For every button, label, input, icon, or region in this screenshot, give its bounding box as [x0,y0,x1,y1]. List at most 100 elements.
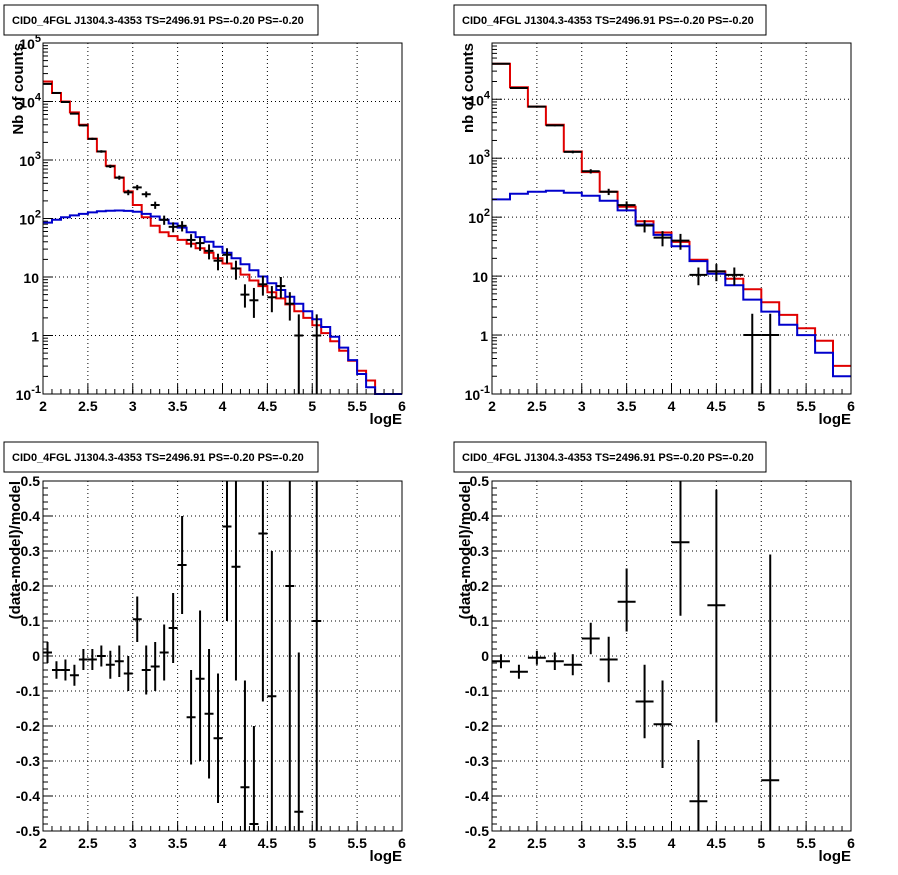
y-tick-label: 0.5 [470,473,490,489]
y-tick-label: 0 [32,648,40,664]
x-tick-label: 6 [398,398,406,414]
data-point [231,260,241,280]
x-tick-label: 2.5 [78,398,98,414]
data-point [581,622,600,655]
gridlines [43,43,402,394]
title-box [3,4,319,36]
plot-frame [491,42,852,395]
y-tick-label: -0.5 [16,823,40,839]
x-tick-label: 3.5 [168,835,188,851]
x-axis-title: logE [370,848,403,865]
x-tick-label: 5.5 [796,398,816,414]
data-point [599,636,618,683]
x-tick-label: 4 [668,398,676,414]
data-point [159,215,169,225]
y-tick-label: 104 [19,92,42,111]
x-tick-label: 2 [39,398,47,414]
data-point [653,231,672,247]
x-tick-label: 4 [219,835,227,851]
x-tick-label: 5 [308,835,316,851]
y-tick-label: 10 [23,270,39,286]
panel-residuals-left: CID0_4FGL J1304.3-4353 TS=2496.91 PS=-0.… [3,441,406,865]
y-tick-label: 0.1 [470,613,490,629]
gridlines [492,43,851,394]
data-point [617,201,636,210]
data-point [177,516,187,614]
data-point [51,661,61,679]
data-point [60,659,70,681]
y-tick-label: 0.3 [21,543,41,559]
data-point [294,652,304,831]
title-box [453,4,767,36]
chart-title: CID0_4FGL J1304.3-4353 TS=2496.91 PS=-0.… [12,452,304,464]
data-point [563,150,582,154]
data-point [635,220,654,233]
x-tick-label: 4 [219,398,227,414]
data-point [186,670,196,765]
data-point [527,105,546,108]
data-point [132,596,142,642]
data-point [249,726,259,831]
data-point [159,624,169,681]
data-point [545,652,564,670]
x-tick-label: 6 [398,835,406,851]
x-tick-label: 2.5 [527,398,547,414]
x-tick-label: 6 [847,398,855,414]
data-point [312,481,322,831]
data-point [150,201,160,209]
x-tick-label: 5 [757,835,765,851]
axes [42,42,403,395]
data-point [87,137,97,140]
y-axis-title: nb of counts [460,43,477,133]
data-point [186,234,196,248]
plot-frame [491,480,852,832]
data-point [312,314,322,394]
x-tick-label: 3 [578,835,586,851]
x-tick-label: 5 [757,398,765,414]
data-point [707,264,726,282]
data-point [204,649,214,779]
data-point [563,654,582,676]
data-point [213,673,223,803]
data-point [492,654,510,669]
total-model-line [492,62,851,367]
x-tick-label: 5 [308,398,316,414]
data-point [635,664,654,739]
y-tick-labels: 10-1 1 10 102 103 104 [465,89,491,403]
y-tick-label: -0.4 [16,788,40,804]
data-point [671,233,690,250]
data-point [240,284,250,308]
data-point [123,189,133,196]
y-tick-label: 1 [31,329,39,345]
data-point [69,664,79,686]
chart-title: CID0_4FGL J1304.3-4353 TS=2496.91 PS=-0.… [462,15,754,27]
y-tick-label: 0.1 [21,613,41,629]
data-point [617,568,636,632]
plot-frame [42,42,403,395]
x-tick-label: 3.5 [617,835,637,851]
data-point [222,248,232,264]
y-tick-label: 0.4 [21,508,41,524]
y-tick-label: 10-1 [16,384,41,403]
data-point [132,184,142,191]
x-tick-label: 5.5 [347,398,367,414]
data-point [231,481,241,681]
y-tick-label: 0.4 [470,508,490,524]
data-point [168,593,178,663]
y-tick-label: 102 [19,209,41,228]
plot-frame [42,480,403,832]
y-tick-label: -0.1 [16,683,40,699]
axes [42,480,403,832]
data-point [96,150,106,153]
y-tick-label: 102 [468,207,490,226]
data-point [78,649,88,670]
model-histograms [492,62,851,378]
data-point [276,277,286,298]
axes [491,42,852,395]
data-points [43,481,322,831]
x-axis-title: logE [819,848,852,865]
y-tick-label: 103 [468,148,490,167]
gridlines [492,481,851,831]
data-point [123,656,133,691]
data-point [545,124,564,127]
